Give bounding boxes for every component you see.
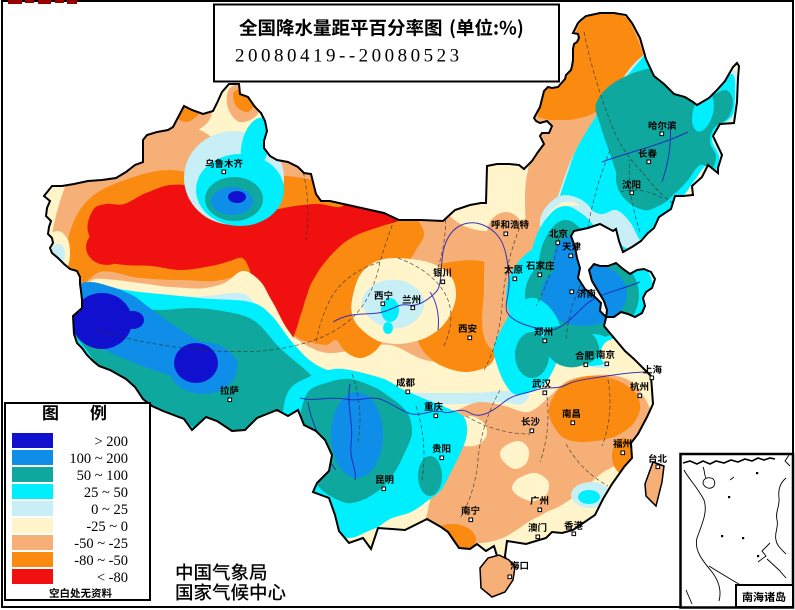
svg-text:50 ~ 100: 50 ~ 100 [77,468,128,484]
svg-text:100 ~ 200: 100 ~ 200 [69,451,128,467]
svg-text:0 ~ 25: 0 ~ 25 [91,502,128,518]
svg-text:> 200: > 200 [94,434,128,450]
svg-text:< -80: < -80 [97,570,128,586]
svg-text:25 ~ 50: 25 ~ 50 [84,485,128,501]
svg-text:20080419--20080523: 20080419--20080523 [235,46,463,67]
svg-text:-80 ~ -50: -80 ~ -50 [74,553,128,569]
svg-text:-50 ~ -25: -50 ~ -25 [74,536,128,552]
svg-text:-25 ~ 0: -25 ~ 0 [86,519,128,535]
